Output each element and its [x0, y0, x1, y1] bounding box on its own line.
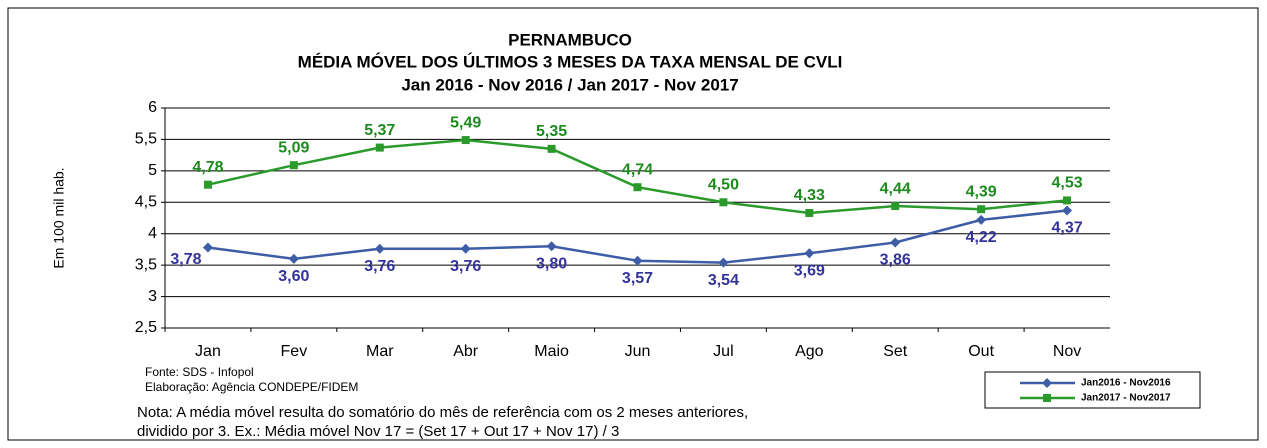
value-label: 3,69 — [794, 262, 825, 279]
value-label: 4,44 — [880, 180, 911, 197]
data-point — [718, 257, 729, 268]
note: Fonte: SDS - Infopol — [145, 365, 254, 379]
chart-title: Jan 2016 - Nov 2016 / Jan 2017 - Nov 201… — [401, 75, 738, 94]
y-tick-label: 3 — [148, 288, 157, 305]
data-point — [804, 248, 815, 259]
value-label: 4,74 — [622, 161, 653, 178]
data-point — [890, 237, 901, 248]
x-tick-label: Jan — [195, 343, 221, 360]
value-label: 5,35 — [536, 123, 567, 140]
data-point — [203, 180, 212, 189]
y-tick-label: 5,5 — [135, 131, 157, 148]
data-point — [546, 241, 557, 252]
x-tick-label: Out — [968, 343, 994, 360]
note: Elaboração: Agência CONDEPE/FIDEM — [145, 380, 358, 394]
y-tick-label: 6 — [148, 99, 157, 116]
y-tick-label: 3,5 — [135, 256, 157, 273]
x-tick-label: Fev — [281, 343, 308, 360]
value-label: 4,37 — [1051, 220, 1082, 237]
legend-label: Jan2017 - Nov2017 — [1081, 393, 1171, 404]
data-point — [977, 205, 986, 214]
legend-box — [984, 371, 1201, 409]
y-axis-label: Em 100 mil hab. — [51, 167, 67, 268]
data-point — [547, 144, 556, 153]
x-tick-label: Set — [883, 343, 908, 360]
data-point — [891, 202, 900, 211]
chart-title: MÉDIA MÓVEL DOS ÚLTIMOS 3 MESES DA TAXA … — [298, 52, 843, 71]
data-point — [289, 161, 298, 170]
value-label: 3,86 — [880, 252, 911, 269]
note: dividido por 3. Ex.: Média móvel Nov 17 … — [137, 423, 619, 440]
legend-marker — [1042, 378, 1052, 388]
value-label: 4,53 — [1051, 175, 1082, 192]
value-label: 3,60 — [278, 268, 309, 285]
x-tick-label: Jul — [713, 343, 733, 360]
data-point — [976, 214, 987, 225]
x-tick-label: Ago — [795, 343, 824, 360]
value-label: 3,78 — [170, 251, 201, 268]
legend-marker — [1043, 394, 1051, 402]
data-point — [461, 136, 470, 145]
chart-title: PERNAMBUCO — [508, 30, 632, 49]
data-point — [632, 255, 643, 266]
value-label: 4,78 — [192, 159, 223, 176]
x-tick-label: Abr — [453, 343, 479, 360]
data-point — [375, 143, 384, 152]
value-label: 3,76 — [364, 258, 395, 275]
legend-label: Jan2016 - Nov2016 — [1081, 378, 1171, 389]
y-tick-label: 4,5 — [135, 194, 157, 211]
data-point — [719, 198, 728, 207]
value-label: 4,39 — [966, 183, 997, 200]
value-label: 5,49 — [450, 114, 481, 131]
data-point — [1063, 196, 1072, 205]
value-label: 5,37 — [364, 122, 395, 139]
data-point — [460, 243, 471, 254]
data-point — [288, 253, 299, 264]
value-label: 3,76 — [450, 258, 481, 275]
value-label: 3,54 — [708, 272, 739, 289]
data-point — [1062, 205, 1073, 216]
y-tick-label: 4 — [148, 225, 157, 242]
x-tick-label: Maio — [534, 343, 569, 360]
data-point — [202, 242, 213, 253]
x-tick-label: Jun — [625, 343, 651, 360]
value-label: 3,57 — [622, 270, 653, 287]
y-tick-label: 5 — [148, 162, 157, 179]
note: Nota: A média móvel resulta do somatório… — [137, 404, 748, 421]
y-tick-label: 2,5 — [135, 319, 157, 336]
x-tick-label: Mar — [366, 343, 394, 360]
data-point — [805, 208, 814, 217]
value-label: 4,50 — [708, 177, 739, 194]
data-point — [374, 243, 385, 254]
frame — [7, 7, 1259, 441]
value-label: 5,09 — [278, 139, 309, 156]
value-label: 4,33 — [794, 187, 825, 204]
value-label: 3,80 — [536, 256, 567, 273]
value-label: 4,22 — [966, 229, 997, 246]
x-tick-label: Nov — [1053, 343, 1081, 360]
data-point — [633, 183, 642, 192]
